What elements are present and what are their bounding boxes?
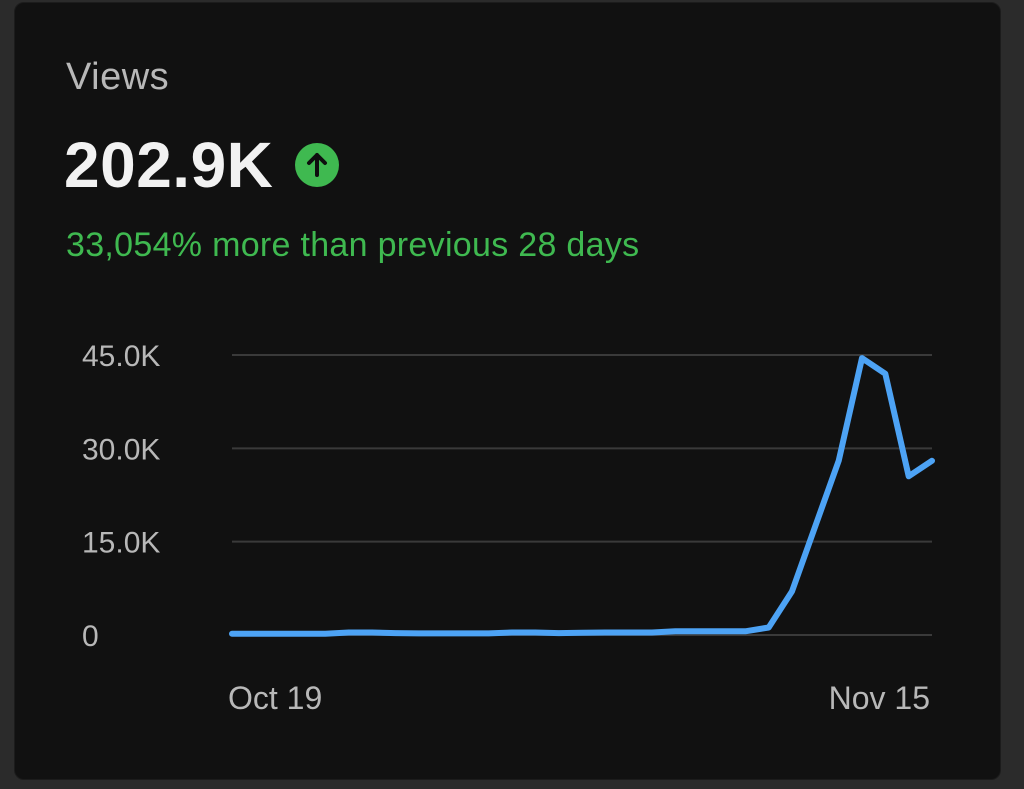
x-tick-label-start: Oct 19 bbox=[228, 680, 322, 716]
views-card bbox=[14, 2, 1001, 780]
metric-row: 202.9K bbox=[64, 128, 340, 202]
x-tick-label-end: Nov 15 bbox=[829, 680, 930, 716]
y-tick-label: 30.0K bbox=[82, 433, 160, 466]
y-tick-label: 0 bbox=[82, 620, 99, 653]
y-tick-label: 15.0K bbox=[82, 527, 160, 560]
arrow-up-circle-icon bbox=[295, 143, 340, 187]
views-series-line bbox=[229, 355, 935, 637]
views-total: 202.9K bbox=[64, 129, 274, 201]
y-tick-label: 45.0K bbox=[82, 340, 160, 373]
card-title: Views bbox=[66, 56, 170, 98]
comparison-text: 33,054% more than previous 28 days bbox=[66, 226, 640, 264]
